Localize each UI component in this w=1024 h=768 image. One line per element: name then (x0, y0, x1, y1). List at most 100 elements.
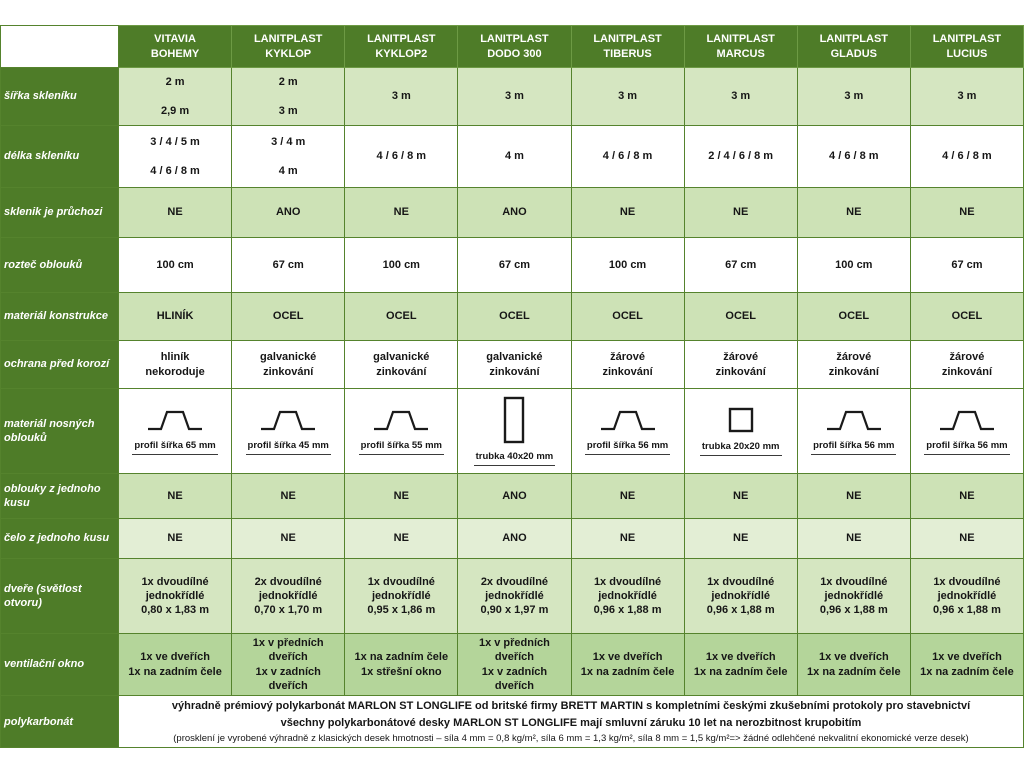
cell-line: 1x ve dveřích (932, 651, 1002, 664)
value-cell: 1x ve dveřích 1x na zadním čele (117, 632, 233, 697)
cell-line: 0,96 x 1,88 m (819, 604, 888, 617)
value-cell: 2 / 4 / 6 / 8 m (683, 125, 798, 188)
value-cell: NE (909, 187, 1024, 238)
column-header-lucius: LANITPLAST LUCIUS (909, 25, 1024, 68)
row-label: materiál nosných oblouků (0, 388, 119, 474)
value-cell: OCEL (231, 292, 346, 341)
cell-line: 1x na zadním čele (693, 665, 788, 678)
value-cell: 3 m (909, 67, 1024, 126)
cell-line: 4 / 6 / 8 m (376, 150, 427, 163)
table-row: rozteč oblouků 100 cm 67 cm 100 cm 67 cm 100 … (0, 237, 1024, 293)
cell-line: zinkování (941, 365, 992, 378)
table-row: ochrana před korozí hliník nekoroduje galva… (0, 340, 1024, 389)
cell-line: NE (280, 532, 296, 545)
brand-name: VITAVIA (154, 32, 196, 45)
profile-caption: profil šířka 56 mm (811, 440, 897, 455)
value-cell: NE (796, 518, 911, 559)
model-name: KYKLOP (265, 47, 312, 60)
model-name: DODO 300 (487, 47, 542, 60)
row-label: ochrana před korozí (0, 340, 119, 389)
value-cell: 67 cm (457, 237, 572, 293)
value-cell: 3 m (457, 67, 572, 126)
value-cell: NE (796, 473, 911, 519)
cell-line: jednokřídlé (371, 589, 431, 602)
cell-line: 3 m (391, 90, 411, 103)
profile-cell: profil šířka 56 mm (909, 388, 1024, 474)
value-cell: 1x dvoudílné jednokřídlé 0,96 x 1,88 m (683, 558, 798, 634)
polycarbonate-line: výhradně prémiový polykarbonát MARLON ST… (171, 700, 971, 713)
cell-line: 1x v zadních dveřích (255, 665, 321, 692)
value-cell: NE (909, 518, 1024, 559)
row-label: délka skleníku (0, 125, 119, 188)
value-cell: OCEL (344, 292, 459, 341)
cell-line: NE (846, 489, 862, 502)
cell-line: NE (846, 532, 862, 545)
brand-name: LANITPLAST (706, 32, 775, 45)
profile-cell: profil šířka 56 mm (796, 388, 911, 474)
value-cell: 67 cm (231, 237, 346, 293)
cell-line: NE (393, 532, 409, 545)
value-cell: HLINÍK (117, 292, 233, 341)
column-header-tiberus: LANITPLAST TIBERUS (570, 25, 685, 68)
profile-caption: profil šířka 56 mm (924, 440, 1010, 455)
value-cell: žárové zinkování (683, 340, 798, 389)
value-cell: galvanické zinkování (457, 340, 572, 389)
cell-line: 4 / 6 / 8 m (829, 150, 879, 163)
row-label: rozteč oblouků (0, 237, 119, 293)
cell-line: jednokřídlé (937, 589, 997, 602)
value-cell: 1x v předních dveřích 1x v zadních dveříc… (231, 632, 346, 697)
value-cell: OCEL (796, 292, 911, 341)
model-name: MARCUS (716, 47, 765, 60)
cell-line: 1x na zadním čele (807, 665, 901, 678)
cell-line: NE (733, 206, 749, 219)
cell-line: 4 / 6 / 8 m (942, 150, 992, 163)
hat-profile-icon (235, 407, 341, 437)
profile-cell: profil šířka 56 mm (570, 388, 685, 474)
value-cell: 1x dvoudílné jednokřídlé 0,95 x 1,86 m (344, 558, 459, 634)
profile-caption: profil šířka 56 mm (584, 440, 671, 455)
tube-40x20-icon (461, 396, 567, 448)
row-label: ventilační okno (0, 632, 119, 697)
cell-line: NE (619, 532, 636, 545)
value-cell: NE (570, 518, 685, 559)
value-cell: NE (344, 473, 459, 519)
cell-line: 1x dvoudílné (367, 575, 435, 588)
brand-name: LANITPLAST (253, 32, 323, 45)
value-cell: NE (231, 518, 346, 559)
cell-line: 1x ve dveřích (818, 651, 889, 664)
model-name: TIBERUS (603, 47, 652, 60)
value-cell: NE (683, 187, 798, 238)
cell-line: 1x v předních dveřích (478, 637, 550, 664)
cell-line: NE (393, 206, 409, 219)
cell-line: 2 / 4 / 6 / 8 m (708, 150, 774, 163)
cell-line: NE (959, 489, 975, 502)
cell-line: jednokřídlé (598, 589, 657, 602)
cell-line: 3 m (504, 90, 524, 103)
cell-line: OCEL (499, 310, 530, 323)
cell-line: 3 / 4 / 5 m (150, 136, 200, 149)
column-header-kyklop2: LANITPLAST KYKLOP2 (344, 25, 459, 68)
value-cell: galvanické zinkování (231, 340, 346, 389)
cell-line: OCEL (725, 310, 756, 323)
cell-line: 0,80 x 1,83 m (141, 604, 209, 617)
row-label: dveře (světlost otvoru) (0, 558, 119, 634)
table-row: polykarbonát výhradně prémiový polykarbon… (0, 695, 1024, 749)
value-cell: 100 cm (796, 237, 911, 293)
row-label: šířka skleníku (0, 67, 119, 126)
comparison-table: VITAVIA BOHEMY LANITPLAST KYKLOP LANITPLAST K… (0, 25, 1024, 749)
value-cell: 100 cm (117, 237, 233, 293)
row-label: polykarbonát (0, 695, 119, 749)
value-cell: OCEL (909, 292, 1024, 341)
value-cell: 3 / 4 / 5 m 4 / 6 / 8 m (117, 125, 233, 188)
cell-line: žárové (723, 351, 759, 364)
cell-line: 1x ve dveřích (592, 651, 663, 664)
value-cell: 3 m (683, 67, 798, 126)
table-corner (0, 25, 119, 68)
row-label: materiál konstrukce (0, 292, 119, 341)
cell-line: 3 m (618, 90, 638, 103)
value-cell: NE (570, 187, 685, 238)
value-cell: 1x dvoudílné jednokřídlé 0,96 x 1,88 m (570, 558, 685, 634)
polycarbonate-info-cell: výhradně prémiový polykarbonát MARLON ST… (118, 695, 1024, 749)
row-label: sklenik je průchozi (0, 187, 119, 238)
